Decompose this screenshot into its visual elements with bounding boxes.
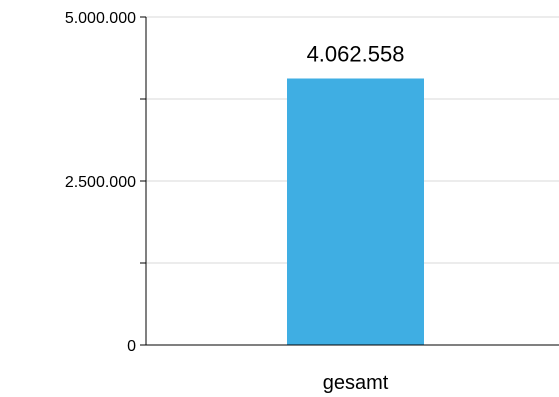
bars bbox=[287, 78, 424, 346]
labels: 4.062.558 gesamt 0 2.500.000 5.000.000 bbox=[65, 10, 405, 394]
y-tick-label: 2.500.000 bbox=[65, 174, 136, 191]
y-tick-label: 5.000.000 bbox=[65, 10, 136, 27]
x-tick-label: gesamt bbox=[323, 372, 389, 394]
bar-gesamt bbox=[287, 78, 424, 346]
data-label: 4.062.558 bbox=[307, 41, 405, 66]
y-tick-label: 0 bbox=[127, 338, 136, 355]
axes bbox=[145, 17, 559, 346]
